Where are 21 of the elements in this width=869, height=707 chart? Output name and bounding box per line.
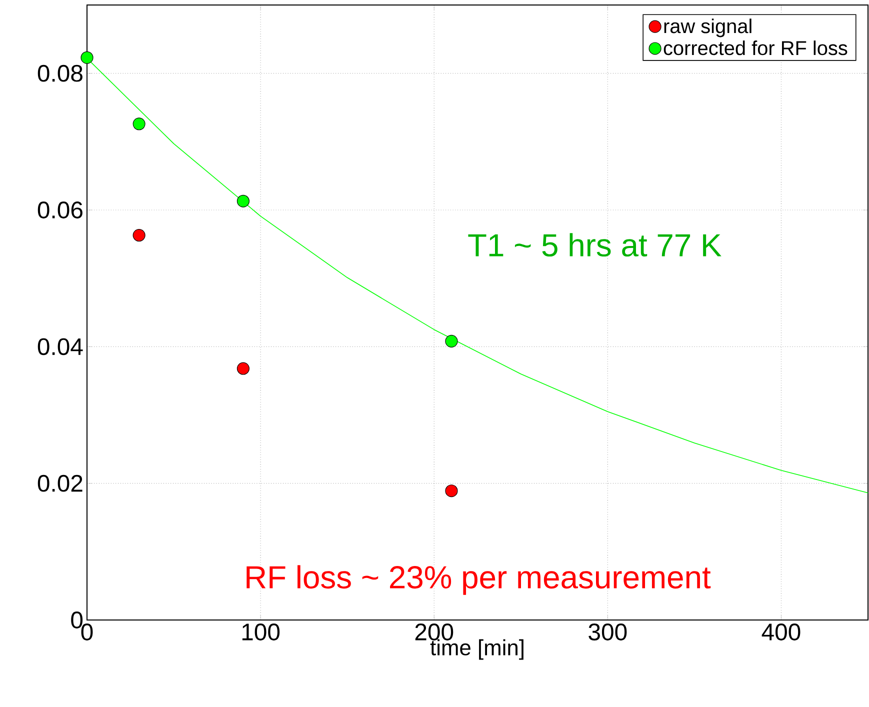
y-tick-label: 0.08 [38, 64, 82, 82]
point [236, 194, 250, 208]
legend-label: raw signal [664, 18, 752, 38]
annotation: T1 ~ 5 hrs at 77 K [468, 233, 722, 257]
x-tick-label: 300 [588, 624, 627, 640]
point [236, 362, 250, 375]
y-tick-label: 0.06 [38, 202, 82, 218]
x-tick-label: 400 [762, 624, 800, 640]
point [445, 484, 458, 498]
annotation: RF loss ~ 23% per measurement [246, 565, 711, 595]
y-tick-label: 0 [71, 612, 83, 628]
x-axis-title: time [min] [430, 639, 524, 660]
x-tick-label: 100 [242, 624, 280, 640]
y-tick-label: 0.04 [38, 338, 83, 356]
point [132, 118, 146, 130]
point [445, 334, 458, 348]
point [132, 229, 146, 242]
point [80, 51, 94, 64]
y-tick-label: 0.02 [38, 474, 82, 492]
x-tick-label: 200 [415, 624, 454, 640]
legend-label: corrected for RF loss [664, 40, 848, 56]
